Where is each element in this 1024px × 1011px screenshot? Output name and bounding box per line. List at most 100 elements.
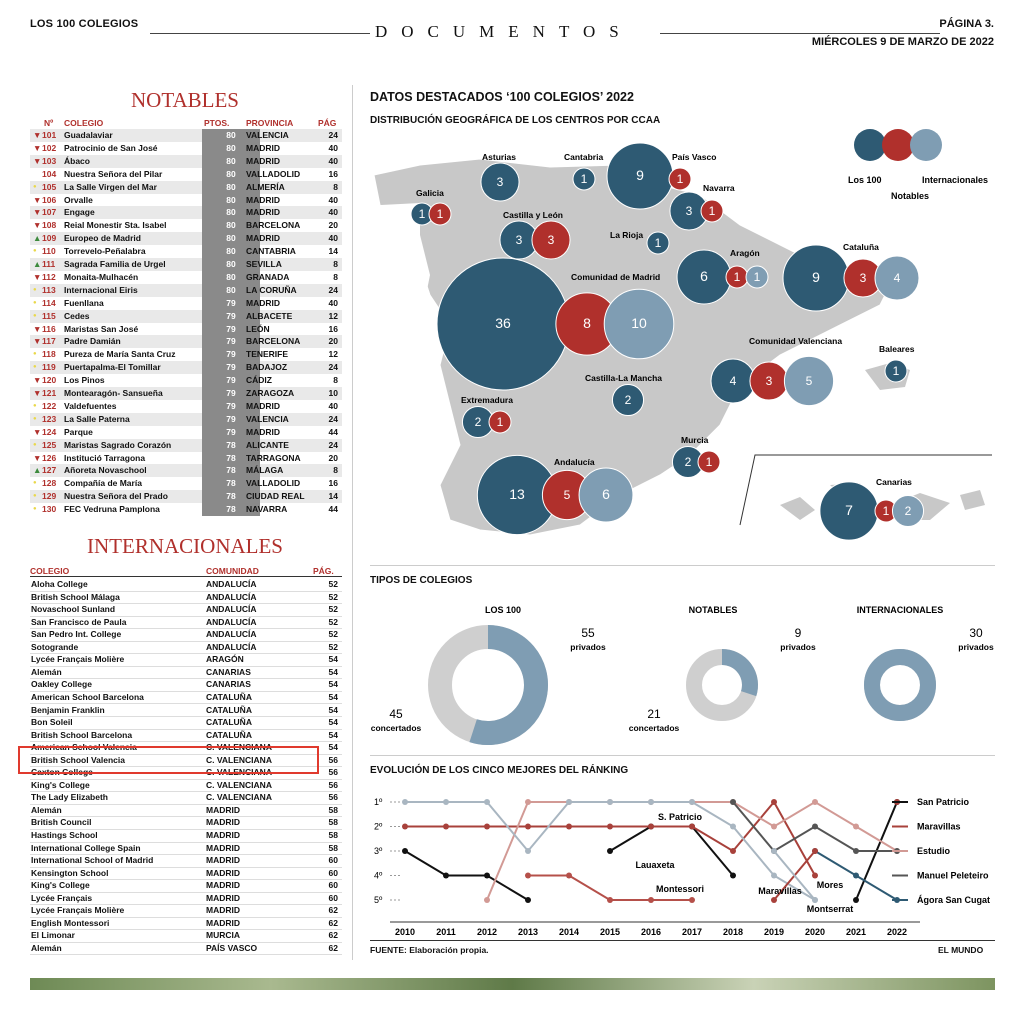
- row-name: Padre Damián: [64, 336, 121, 347]
- series-point: [607, 799, 613, 805]
- series-point: [771, 897, 777, 903]
- series-line: [773, 850, 816, 901]
- row-name: Engage: [64, 207, 95, 218]
- col-pag-int: PÁG.: [313, 566, 334, 576]
- row-name: Compañía de María: [64, 478, 142, 489]
- table-row: ▼ 112 Monaita-Mulhacén 80 GRANADA 8: [30, 270, 342, 284]
- row-points: 80: [202, 258, 260, 271]
- region-label: La Rioja: [610, 230, 643, 240]
- series-point: [771, 848, 777, 854]
- table-row: British School Valencia C. VALENCIANA 56: [30, 754, 342, 768]
- row-page: 56: [328, 754, 338, 765]
- row-province: VALENCIA: [246, 130, 289, 140]
- col-provincia: PROVINCIA: [246, 118, 294, 128]
- bubble-value: 10: [631, 315, 647, 331]
- region-label: Comunidad de Madrid: [571, 272, 660, 282]
- row-number: 111: [42, 259, 56, 269]
- row-name: Sagrada Familia de Urgel: [64, 259, 166, 269]
- row-points: 78: [202, 451, 260, 465]
- bubble-value: 36: [495, 315, 511, 331]
- series-point: [689, 799, 695, 805]
- arrow-down-icon: ▼: [33, 207, 42, 218]
- series-point: [771, 872, 777, 879]
- row-province: ZARAGOZA: [246, 388, 295, 398]
- region-label: Baleares: [879, 344, 915, 354]
- series-point: [525, 799, 531, 805]
- row-community: CANARIAS: [206, 666, 251, 677]
- region-label: Galicia: [416, 188, 444, 198]
- row-number: 101: [42, 130, 57, 140]
- row-page: 14: [328, 246, 338, 257]
- table-row: King's College C. VALENCIANA 56: [30, 779, 342, 793]
- row-name: Bon Soleil: [31, 717, 73, 728]
- row-name: Pureza de María Santa Cruz: [64, 349, 176, 360]
- row-points: 79: [202, 374, 260, 388]
- region-bubble: [700, 199, 724, 223]
- row-community: CATALUÑA: [206, 729, 252, 740]
- region-label: País Vasco: [672, 152, 716, 162]
- row-page: 24: [328, 439, 338, 450]
- row-number: 129: [42, 491, 57, 502]
- table-row: ▼ 108 Reial Monestir Sta. Isabel 80 BARCELON…: [30, 219, 342, 233]
- series-point: [402, 823, 408, 830]
- row-community: PAÍS VASCO: [206, 942, 258, 953]
- privados-label: privados: [958, 642, 994, 652]
- bubble-value: 1: [734, 270, 741, 284]
- row-province: MADRID: [246, 400, 280, 411]
- row-community: MADRID: [206, 892, 240, 903]
- row-community: MADRID: [206, 867, 240, 878]
- row-community: MADRID: [206, 817, 240, 828]
- series-point: [853, 823, 859, 830]
- arrow-down-icon: ▼: [33, 155, 42, 166]
- row-community: MADRID: [206, 830, 240, 840]
- row-province: MADRID: [246, 155, 280, 166]
- dot-icon: ●: [33, 402, 37, 409]
- row-name: Lycée Français Molière: [31, 905, 125, 916]
- region-bubble: [480, 162, 520, 202]
- series-point: [771, 823, 777, 830]
- table-row: Kensington School MADRID 60: [30, 867, 342, 881]
- bubble-value: 7: [845, 502, 853, 518]
- table-row: ● 114 Fuenllana 79 MADRID 40: [30, 296, 342, 310]
- row-page: 40: [328, 155, 338, 166]
- series-point: [525, 872, 531, 879]
- row-community: ANDALUCÍA: [206, 641, 257, 652]
- bubble-value: 3: [497, 175, 504, 189]
- row-number: 106: [42, 194, 57, 205]
- bubble-value: 3: [766, 374, 773, 388]
- privados-count: 30: [969, 626, 983, 640]
- row-page: 24: [328, 130, 338, 140]
- series-point: [566, 823, 572, 830]
- row-page: 16: [328, 323, 338, 334]
- table-row: Lycée Français MADRID 60: [30, 892, 342, 906]
- dot-icon: ●: [33, 493, 37, 500]
- row-number: 110: [42, 246, 56, 257]
- dot-icon: ●: [33, 183, 37, 190]
- donut-title: INTERNACIONALES: [857, 605, 944, 615]
- table-row: ● 110 Torrevelo-Peñalabra 80 CANTABRIA 14: [30, 245, 342, 259]
- row-points: 79: [202, 296, 260, 310]
- row-page: 62: [328, 905, 338, 916]
- row-community: MADRID: [206, 905, 240, 916]
- table-row: ▼ 124 Parque 79 MADRID 44: [30, 425, 342, 439]
- region-bubble: [428, 202, 452, 226]
- row-number: 103: [42, 155, 57, 166]
- row-name: Valdefuentes: [64, 400, 117, 411]
- map-title: DISTRIBUCIÓN GEOGRÁFICA DE LOS CENTROS P…: [370, 115, 661, 126]
- table-row: ● 118 Pureza de María Santa Cruz 79 TENERIFE…: [30, 348, 342, 362]
- row-province: ALBACETE: [246, 310, 293, 321]
- line-annotation: Montessori: [656, 884, 704, 894]
- row-points: 79: [202, 425, 260, 439]
- row-number: 122: [42, 400, 57, 411]
- row-name: Europeo de Madrid: [64, 233, 141, 244]
- row-community: MURCIA: [206, 930, 240, 941]
- row-page: 10: [328, 388, 338, 398]
- table-row: ▼ 121 Montearagón- Sansueña 79 ZARAGOZA 10: [30, 387, 342, 400]
- dot-icon: ●: [33, 312, 37, 319]
- region-bubble: [884, 359, 908, 383]
- source-note: FUENTE: Elaboración propia.: [370, 945, 489, 955]
- series-point: [525, 897, 531, 903]
- table-row: ▼ 103 Ábaco 80 MADRID 40: [30, 154, 342, 168]
- row-points: 78: [202, 438, 260, 452]
- bubble-value: 3: [686, 204, 693, 218]
